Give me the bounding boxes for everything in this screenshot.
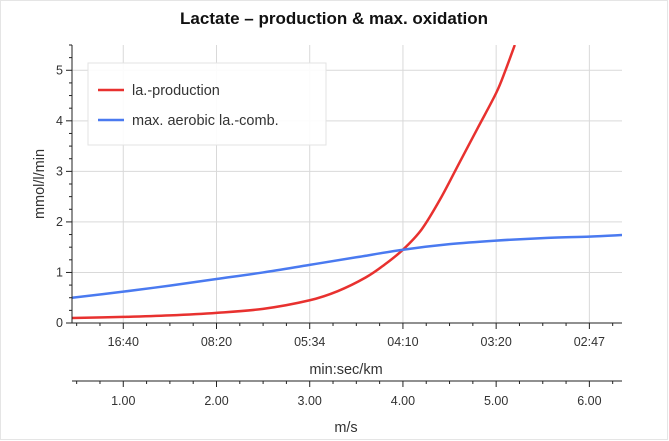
- x-top-tick-label: 05:34: [294, 335, 325, 349]
- series-line-max-aerobic-comb: [72, 233, 622, 299]
- x-top-tick-label: 16:40: [108, 335, 139, 349]
- y-tick-label: 5: [56, 63, 63, 77]
- x-top-tick-label: 08:20: [201, 335, 232, 349]
- x-top-tick-label: 02:47: [574, 335, 605, 349]
- series-line-la-production: [72, 45, 516, 320]
- legend-label-la-production: la.-production: [132, 83, 220, 99]
- y-axis-label: mmol/l/min: [32, 149, 48, 219]
- legend-box: [87, 62, 327, 146]
- x-bottom-tick-label: 5.00: [484, 394, 508, 408]
- x-axis-top-label: min:sec/km: [309, 362, 382, 378]
- legend: la.-production max. aerobic la.-comb.: [87, 62, 327, 146]
- x-bottom-tick-label: 3.00: [298, 394, 322, 408]
- axes: 0 1 2 3 4 5 16:40 08:20 05:34 04:10 03:20 02:47 1.00…: [56, 44, 622, 408]
- y-tick-label: 4: [56, 114, 63, 128]
- x-bottom-tick-label: 6.00: [577, 394, 601, 408]
- series-layer: [72, 45, 622, 320]
- y-tick-label: 0: [56, 316, 63, 330]
- legend-label-max-aerobic-comb: max. aerobic la.-comb.: [132, 113, 279, 129]
- x-top-tick-label: 04:10: [387, 335, 418, 349]
- x-top-tick-label: 03:20: [481, 335, 512, 349]
- x-axis-bottom-label: m/s: [334, 420, 357, 436]
- y-tick-label: 1: [56, 265, 63, 279]
- x-bottom-tick-label: 1.00: [111, 394, 135, 408]
- x-bottom-tick-label: 4.00: [391, 394, 415, 408]
- y-tick-label: 2: [56, 215, 63, 229]
- chart-title: Lactate – production & max. oxidation: [180, 9, 488, 28]
- y-tick-label: 3: [56, 164, 63, 178]
- x-bottom-tick-label: 2.00: [204, 394, 228, 408]
